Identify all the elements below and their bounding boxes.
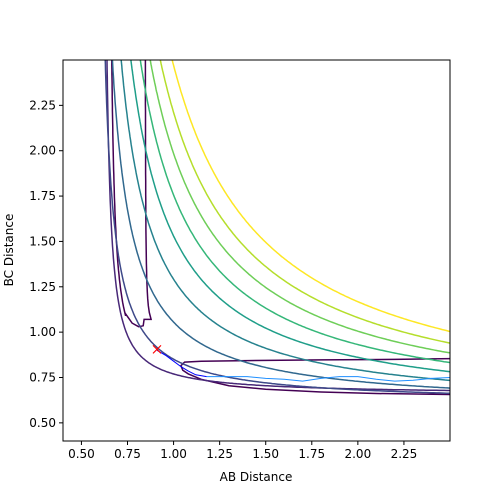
y-axis-label: BC Distance bbox=[2, 214, 16, 287]
contour-level-1 bbox=[111, 60, 153, 328]
contour-level-8 bbox=[149, 60, 450, 354]
trajectory-segment-1 bbox=[206, 376, 450, 382]
contour-level-6 bbox=[130, 60, 450, 373]
x-tick-label: 0.50 bbox=[68, 447, 95, 461]
y-tick-label: 1.50 bbox=[29, 234, 56, 248]
contour-level-1-tongue bbox=[180, 357, 450, 396]
x-tick-label: 0.75 bbox=[114, 447, 141, 461]
y-tick-label: 2.00 bbox=[29, 144, 56, 158]
contour-level-7 bbox=[139, 60, 450, 364]
x-tick-label: 1.00 bbox=[160, 447, 187, 461]
contour-level-10 bbox=[171, 60, 450, 333]
plot-frame bbox=[62, 59, 451, 442]
x-tick-label: 2.25 bbox=[391, 447, 418, 461]
x-axis-label: AB Distance bbox=[220, 470, 293, 484]
x-tick-label: 1.75 bbox=[298, 447, 325, 461]
x-tick-label: 1.50 bbox=[252, 447, 279, 461]
y-tick-label: 1.75 bbox=[29, 189, 56, 203]
x-tick-label: 2.00 bbox=[344, 447, 371, 461]
marker-stroke-2 bbox=[152, 344, 162, 354]
y-tick-label: 1.25 bbox=[29, 280, 56, 294]
y-tick-label: 1.00 bbox=[29, 325, 56, 339]
trajectory-segment-0 bbox=[156, 349, 207, 378]
y-tick-label: 0.75 bbox=[29, 371, 56, 385]
contour-level-4 bbox=[111, 60, 450, 389]
contour-level-3 bbox=[104, 60, 450, 394]
contour-level-9 bbox=[159, 60, 450, 344]
start-marker bbox=[152, 344, 162, 354]
contour-lines bbox=[104, 60, 450, 396]
contour-level-2 bbox=[106, 60, 450, 392]
x-tick-label: 1.25 bbox=[206, 447, 233, 461]
x-axis-ticks: 0.50 0.75 1.00 1.25 1.50 1.75 2.00 2.25 bbox=[68, 441, 417, 461]
y-axis-ticks: 0.50 0.75 1.00 1.25 1.50 1.75 2.00 2.25 bbox=[29, 98, 63, 430]
y-tick-label: 0.50 bbox=[29, 416, 56, 430]
trajectory bbox=[156, 349, 450, 382]
y-tick-label: 2.25 bbox=[29, 98, 56, 112]
contour-level-5 bbox=[120, 60, 450, 382]
